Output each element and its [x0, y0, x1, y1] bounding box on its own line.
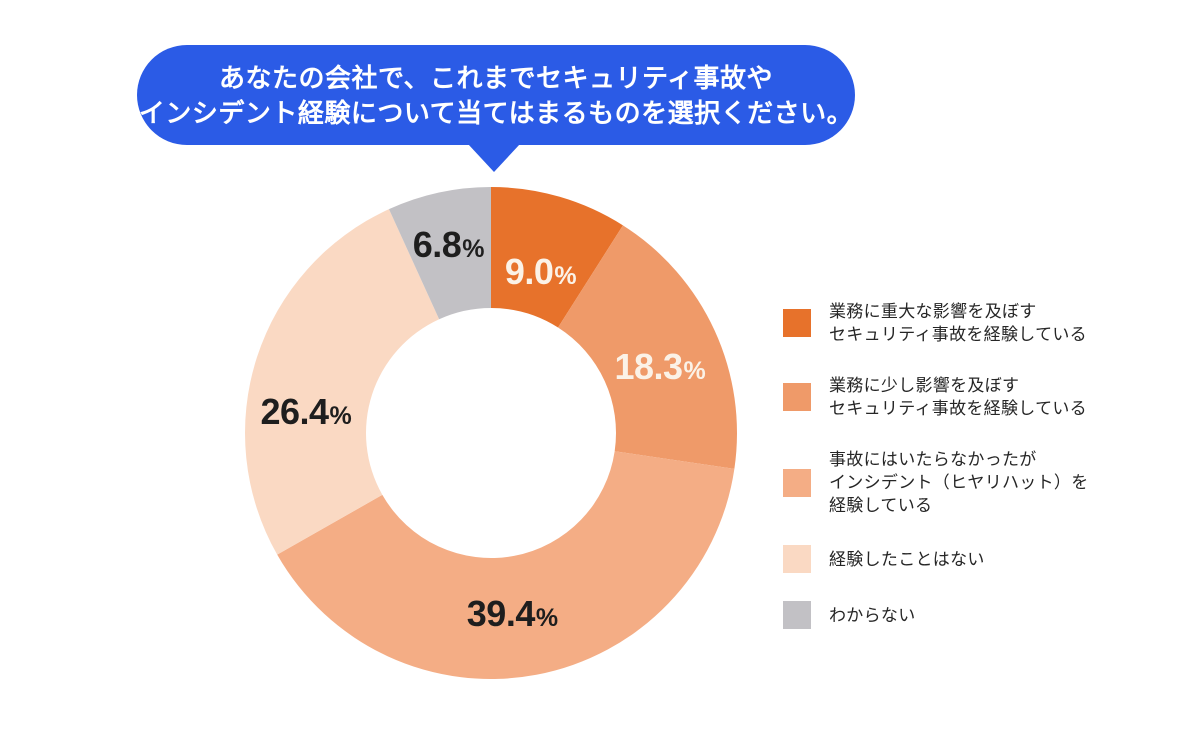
value-number: 9.0	[504, 250, 554, 292]
donut-slice-4	[245, 209, 440, 555]
legend-label: 事故にはいたらなかったがインシデント（ヒヤリハット）を 経験している	[829, 448, 1089, 517]
legend-swatch-icon	[783, 601, 811, 629]
value-unit: %	[329, 401, 352, 430]
value-unit: %	[462, 234, 485, 263]
legend-label-line: 業務に少し影響を及ぼす	[829, 376, 1020, 395]
value-label-5: 6.8%	[413, 224, 485, 266]
legend-item-3: 事故にはいたらなかったがインシデント（ヒヤリハット）を 経験している	[783, 448, 1089, 517]
question-line-1: あなたの会社で、これまでセキュリティ事故や	[219, 62, 773, 93]
donut-slice-2	[558, 225, 737, 469]
value-unit: %	[683, 357, 706, 386]
legend-label-line: インシデント（ヒヤリハット）を	[829, 473, 1089, 492]
value-number: 26.4	[260, 390, 329, 432]
legend-label-line: セキュリティ事故を経験している	[829, 399, 1087, 418]
chart-legend: 業務に重大な影響を及ぼす セキュリティ事故を経験している 業務に少し影響を及ぼす セキ…	[783, 300, 1089, 629]
value-number: 18.3	[614, 346, 683, 388]
legend-label-line: 事故にはいたらなかったが	[829, 450, 1037, 469]
value-label-4: 26.4%	[260, 391, 351, 433]
value-number: 39.4	[466, 592, 536, 634]
legend-swatch-icon	[783, 383, 811, 411]
donut-svg	[245, 187, 737, 679]
value-unit: %	[554, 261, 577, 290]
legend-label: 業務に重大な影響を及ぼすセキュリティ事故を経験している	[829, 300, 1087, 346]
value-number: 6.8	[412, 223, 462, 265]
question-line-2: インシデント経験について当てはまるものを選択ください。	[138, 97, 854, 128]
legend-label-line: わからない	[829, 605, 916, 625]
value-unit: %	[535, 603, 559, 632]
legend-item-5: わからない	[783, 601, 1089, 629]
donut-chart: 9.0% 18.3% 39.4% 26.4% 6.8%	[241, 183, 741, 683]
legend-label-line: 業務に重大な影響を及ぼす	[829, 302, 1037, 321]
legend-label: 業務に少し影響を及ぼすセキュリティ事故を経験している	[829, 374, 1087, 420]
legend-swatch-icon	[783, 468, 811, 497]
legend-label-line: セキュリティ事故を経験している	[829, 325, 1087, 344]
legend-label-line: 経験したことはない	[829, 549, 985, 569]
question-bubble: あなたの会社で、これまでセキュリティ事故や インシデント経験について当てはまるも…	[137, 45, 855, 172]
legend-label: わからない	[829, 604, 916, 627]
legend-item-1: 業務に重大な影響を及ぼすセキュリティ事故を経験している	[783, 300, 1089, 346]
value-label-3: 39.4%	[467, 593, 558, 635]
value-label-2: 18.3%	[614, 347, 705, 389]
legend-item-4: 経験したことはない	[783, 545, 1089, 573]
value-label-1: 9.0%	[505, 251, 577, 293]
legend-swatch-icon	[783, 309, 811, 337]
speech-tail-icon	[468, 144, 520, 172]
legend-swatch-icon	[783, 545, 811, 573]
donut-slice-3	[277, 451, 735, 679]
legend-item-2: 業務に少し影響を及ぼすセキュリティ事故を経験している	[783, 374, 1089, 420]
donut-slice-5	[388, 187, 491, 320]
legend-label-line: 経験している	[829, 496, 933, 515]
legend-label: 経験したことはない	[829, 548, 985, 571]
donut-slice-1	[491, 187, 623, 328]
